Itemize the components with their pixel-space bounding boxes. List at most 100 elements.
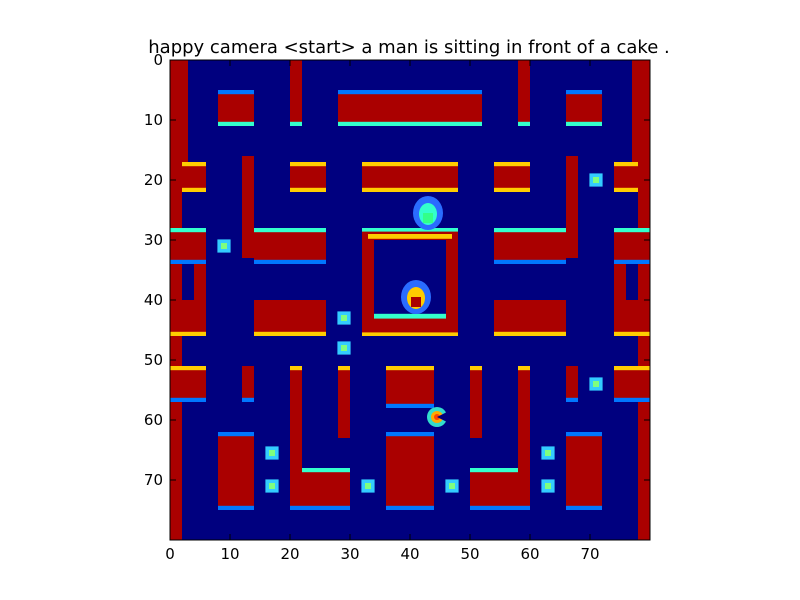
power-pellet	[589, 377, 603, 391]
ghost-house-edge	[374, 313, 446, 319]
wall-edge	[566, 432, 602, 437]
y-tick-label: 70	[144, 471, 163, 489]
power-pellet	[361, 479, 375, 493]
wall-edge	[386, 432, 434, 437]
wall-edge	[218, 90, 254, 95]
wall-edge	[242, 397, 254, 402]
wall-edge	[614, 331, 650, 336]
wall-block	[614, 228, 650, 264]
wall-edge	[386, 366, 434, 371]
wall-block	[290, 60, 302, 126]
wall-edge	[518, 121, 530, 126]
x-tick-label: 50	[460, 545, 479, 563]
y-tick-label: 60	[144, 411, 163, 429]
wall-edge	[338, 366, 350, 371]
wall-edge	[170, 366, 206, 371]
y-tick-label: 20	[144, 171, 163, 189]
wall-edge	[290, 121, 302, 126]
wall-edge	[470, 366, 482, 371]
wall-block	[290, 366, 302, 510]
wall-edge	[494, 187, 530, 192]
wall-block	[614, 366, 650, 402]
wall-edge	[386, 505, 434, 510]
wall-edge	[218, 505, 254, 510]
wall-edge	[566, 505, 602, 510]
x-tick-label: 20	[280, 545, 299, 563]
wall-edge	[386, 403, 434, 408]
wall-block	[182, 162, 206, 192]
wall-edge	[614, 366, 650, 371]
wall-block	[518, 60, 530, 126]
wall-edge	[566, 121, 602, 126]
wall-block	[290, 162, 326, 192]
wall-edge	[254, 331, 326, 336]
wall-edge	[170, 397, 206, 402]
wall-edge	[362, 162, 458, 167]
wall-edge	[182, 162, 206, 167]
wall-block	[494, 300, 566, 336]
wall-edge	[290, 366, 302, 371]
y-tick-label: 40	[144, 291, 163, 309]
wall-edge	[362, 187, 458, 192]
wall-edge	[218, 121, 254, 126]
wall-block	[494, 162, 530, 192]
wall-edge	[566, 397, 578, 402]
wall-edge	[362, 332, 458, 336]
wall-block	[566, 432, 602, 510]
y-tick-label: 10	[144, 111, 163, 129]
wall-block	[254, 300, 326, 336]
wall-block	[338, 90, 482, 126]
wall-block	[218, 90, 254, 126]
wall-block	[632, 60, 638, 162]
power-pellet	[265, 479, 279, 493]
wall-edge	[362, 228, 458, 232]
wall-edge	[302, 468, 350, 473]
wall-block	[242, 156, 254, 258]
pacman-sprite	[427, 407, 449, 427]
wall-edge	[470, 468, 518, 473]
power-pellet	[217, 239, 231, 253]
wall-block	[386, 432, 434, 510]
wall-block	[170, 366, 206, 402]
wall-edge	[170, 331, 206, 336]
ghost-house-sprite	[401, 280, 431, 314]
wall-block	[170, 228, 206, 264]
game-board	[170, 60, 650, 540]
wall-block	[494, 228, 566, 264]
wall-edge	[470, 505, 518, 510]
x-tick-label: 70	[580, 545, 599, 563]
wall-edge	[290, 187, 326, 192]
power-pellet	[541, 446, 555, 460]
wall-edge	[290, 162, 326, 167]
wall-block	[302, 468, 350, 510]
x-tick-label: 60	[520, 545, 539, 563]
wall-block	[218, 432, 254, 510]
wall-block	[518, 366, 530, 510]
wall-edge	[614, 397, 650, 402]
wall-edge	[254, 228, 326, 233]
wall-block	[254, 228, 326, 264]
wall-block	[614, 300, 650, 336]
wall-block	[386, 366, 434, 408]
x-tick-label: 30	[340, 545, 359, 563]
x-tick-label: 40	[400, 545, 419, 563]
power-pellet	[265, 446, 279, 460]
wall-block	[470, 468, 518, 510]
wall-edge	[170, 259, 206, 264]
wall-edge	[614, 259, 650, 264]
power-pellet	[541, 479, 555, 493]
wall-edge	[518, 505, 530, 510]
y-tick-label: 30	[144, 231, 163, 249]
power-pellet	[337, 311, 351, 325]
x-tick-label: 10	[220, 545, 239, 563]
wall-edge	[182, 187, 206, 192]
wall-block	[470, 366, 482, 438]
wall-edge	[290, 505, 302, 510]
wall-block	[242, 366, 254, 402]
y-axis: 0 10 20 30 40 50 60 70	[144, 51, 650, 489]
x-tick-label: 0	[165, 545, 175, 563]
wall-edge	[494, 228, 566, 233]
wall-edge	[614, 162, 638, 167]
power-pellet	[589, 173, 603, 187]
wall-edge	[518, 366, 530, 371]
